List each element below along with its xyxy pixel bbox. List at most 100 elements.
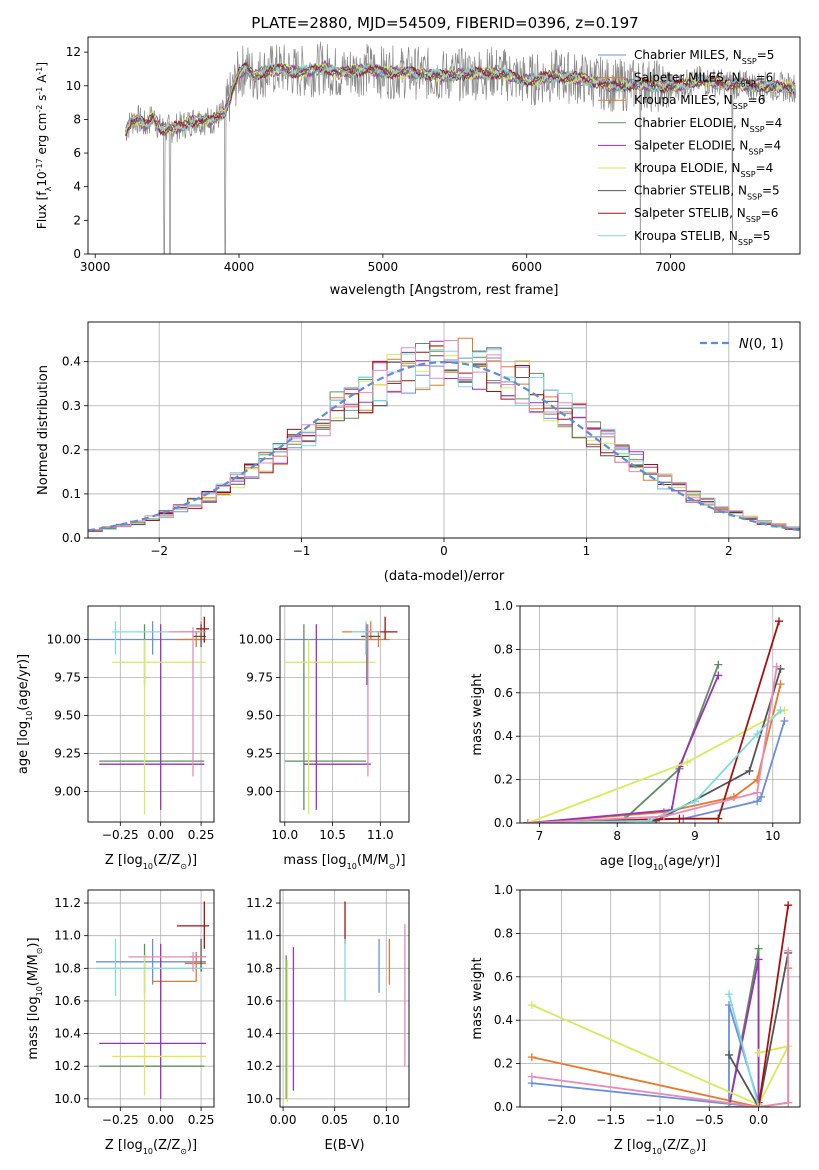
label-part: λ (44, 186, 53, 191)
x-tick-label: 7 (536, 829, 544, 843)
y-tick-label: 10.6 (246, 994, 273, 1008)
x-tick-label: 0.10 (373, 1113, 400, 1127)
x-tick-label: 6000 (511, 260, 542, 274)
x-tick-label: 0.00 (147, 828, 174, 842)
series-marker (753, 730, 762, 739)
label-part: SSP (738, 237, 753, 246)
x-axis-label: age [log10(age/yr)] (600, 854, 720, 872)
x-tick-label: 8 (613, 829, 621, 843)
x-axis-label: (data-model)/error (384, 569, 505, 584)
series-marker (527, 1053, 536, 1062)
x-tick-label: 0.0 (749, 1113, 768, 1127)
plot-area (285, 901, 406, 1103)
x-tick-label: 7000 (655, 260, 686, 274)
x-tick-label: 0 (440, 544, 448, 558)
x-tick-label: 0.00 (270, 1113, 297, 1127)
x-tick-label: 0.25 (188, 828, 215, 842)
y-tick-label: 9.25 (246, 747, 273, 761)
series-marker (725, 1103, 734, 1107)
y-tick-label: 10.6 (54, 994, 81, 1008)
label-part: -1 (35, 87, 44, 95)
label-part: ⊙ (180, 1147, 187, 1156)
label-part: )] (187, 1138, 197, 1153)
plot-area (284, 616, 398, 815)
series-line (729, 905, 790, 1107)
axes-frame (279, 889, 410, 1108)
y-tick-label: 11.0 (246, 929, 273, 943)
y-tick-label: 9.25 (54, 747, 81, 761)
y-tick-label: 10.4 (246, 1027, 273, 1041)
label-part: 10 (347, 862, 357, 871)
series-marker (754, 944, 763, 953)
label-part: =6 (748, 93, 766, 107)
series-marker (523, 819, 532, 823)
label-part: age [log (16, 721, 31, 774)
y-tick-label: 9.75 (54, 670, 81, 684)
y-tick-label: 4 (73, 180, 81, 194)
legend-entry: Chabrier MILES, NSSP=5 (634, 48, 774, 66)
series-marker (775, 617, 783, 626)
normal-curve (88, 360, 800, 532)
label-part: =4 (765, 116, 783, 130)
label-part: Chabrier ELODIE, N (634, 116, 750, 130)
axes-frame (279, 605, 410, 823)
panel-age_vs_mass: 10.0 10.5 11.0 9.00 9.25 9.50 9.75 10.00 mass [l… (239, 605, 410, 871)
label-part: 10 (35, 986, 44, 996)
y-tick-label: 10.2 (246, 1059, 273, 1073)
series-line (527, 668, 782, 823)
panel-mass_vs_Z: −0.25 0.00 0.25 10.0 10.2 10.4 10.6 10.8 11.0 11.… (26, 889, 215, 1156)
x-axis-label: mass [log10(M/M⊙)] (283, 853, 405, 871)
x-tick-label: −2.0 (547, 1113, 576, 1127)
label-part: =5 (757, 48, 775, 62)
legend-entry: Salpeter MILES, NSSP=6 (634, 71, 773, 89)
series-marker (757, 792, 766, 801)
x-tick-label: 0.05 (321, 1113, 348, 1127)
y-tick-label: 0.2 (494, 773, 513, 787)
y-tick-label: 9.50 (246, 709, 273, 723)
series-line (527, 666, 778, 823)
series-marker (675, 814, 684, 823)
y-tick-label: 11.0 (54, 929, 81, 943)
label-part: ⊙ (389, 862, 396, 871)
y-tick-label: 0.1 (62, 487, 81, 501)
label-part: 10 (35, 171, 49, 186)
label-part: ] (35, 62, 49, 67)
plot-area (96, 901, 210, 1099)
label-part: -1 (35, 67, 44, 75)
series-marker (754, 1048, 763, 1057)
x-tick-label: 3000 (80, 260, 111, 274)
series-line (728, 952, 790, 1107)
label-part: Chabrier MILES, N (634, 48, 742, 62)
plot-area (124, 41, 797, 254)
label-part: SSP (741, 79, 756, 88)
legend-entry: Salpeter ELODIE, NSSP=4 (634, 138, 781, 156)
label-part: Kroupa MILES, N (634, 93, 733, 107)
label-part: mass [log (26, 996, 41, 1059)
x-tick-label: 9 (691, 829, 699, 843)
label-part: ⊙ (180, 862, 187, 871)
series-marker (754, 1103, 763, 1107)
x-tick-label: −0.25 (102, 1113, 139, 1127)
series-line (728, 959, 760, 1107)
y-tick-label: 0.0 (494, 1100, 513, 1114)
y-tick-label: 10.2 (54, 1059, 81, 1073)
x-tick-label: −2 (150, 544, 168, 558)
panel-residuals: −2 −1 0 1 2 0.0 0.1 0.2 0.3 0.4 (data-model)/error… (36, 321, 801, 584)
y-tick-label: 9.50 (54, 709, 81, 723)
series-marker (753, 797, 762, 806)
panel-massweight_vs_Z: −2.0 −1.5 −1.0 −0.5 0.0 0.0 0.2 0.4 0.6 0.8 1.0 Z [… (470, 883, 801, 1156)
y-tick-label: 0.4 (494, 729, 513, 743)
series-marker (725, 1050, 734, 1059)
panel-mass_vs_ebv: 0.00 0.05 0.10 10.0 10.2 10.4 10.6 10.8 11.0 11.2… (246, 889, 410, 1153)
y-tick-label: 10.00 (239, 632, 273, 646)
y-tick-label: 9.00 (246, 785, 273, 799)
axes-frame (87, 889, 215, 1108)
series-marker (691, 797, 699, 806)
legend-entry: Kroupa STELIB, NSSP=5 (634, 229, 771, 247)
y-tick-label: 0 (73, 247, 81, 261)
y-tick-label: 10 (66, 79, 81, 93)
x-tick-label: −0.25 (102, 828, 139, 842)
y-axis-label: Flux [fλ10-17 erg cm-2 s-1 A-1] (35, 62, 53, 229)
label-part: erg cm (35, 113, 49, 159)
